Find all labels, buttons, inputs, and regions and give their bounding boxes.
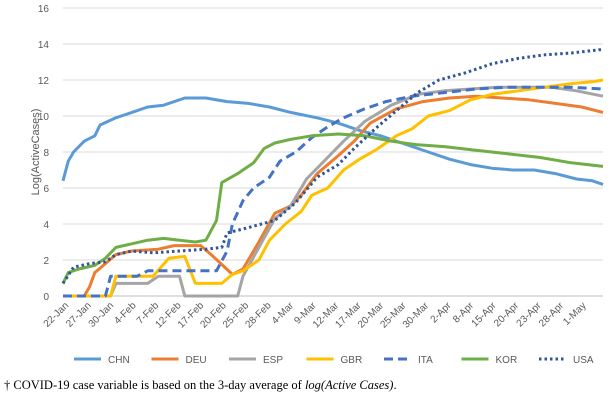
y-tick-label: 0 [43, 292, 49, 303]
series-line-kor [61, 132, 604, 285]
legend-label-gbr: GBR [341, 355, 363, 366]
series-line-gbr [63, 78, 604, 298]
x-tick-label: 28-Apr [537, 300, 566, 329]
series-line-deu [63, 94, 604, 298]
x-tick-label: 4-Mar [270, 300, 297, 327]
series-line-ita [63, 85, 604, 298]
x-axis-ticks: 22-Jan27-Jan30-Jan4-Feb7-Feb12-Feb17-Feb… [42, 300, 589, 331]
series-line-chn [61, 96, 604, 186]
x-tick-label: 30-Mar [401, 300, 432, 331]
footnote-emphasis: log(Active Cases) [304, 378, 394, 392]
footnote: † COVID-19 case variable is based on the… [4, 378, 397, 393]
legend-label-deu: DEU [186, 355, 207, 366]
x-tick-label: 30-Jan [87, 300, 116, 329]
y-tick-label: 16 [38, 4, 50, 15]
y-tick-label: 14 [38, 40, 50, 51]
x-tick-label: 4-Feb [112, 300, 139, 327]
y-tick-label: 12 [38, 76, 50, 87]
footnote-suffix: . [393, 378, 397, 392]
legend-label-ita: ITA [418, 355, 433, 366]
series-lines [61, 47, 604, 298]
y-axis-label: Log(ActiveCases) [30, 109, 42, 196]
legend-label-usa: USA [573, 355, 594, 366]
x-tick-label: 1-May [561, 300, 588, 327]
x-tick-label: 2-Apr [429, 300, 455, 326]
series-line-esp [63, 85, 604, 298]
y-tick-label: 10 [38, 112, 50, 123]
legend-label-chn: CHN [108, 355, 130, 366]
y-tick-label: 8 [43, 148, 49, 159]
y-axis-ticks: 0 2 4 6 8 10 12 14 16 [38, 4, 50, 303]
series-line-usa [61, 47, 604, 285]
y-tick-label: 2 [43, 256, 49, 267]
legend: CHN DEU ESP GBR ITA KOR USA [74, 355, 594, 366]
y-tick-label: 6 [43, 184, 49, 195]
legend-label-esp: ESP [263, 355, 283, 366]
footnote-prefix: † COVID-19 case variable is based on the… [4, 378, 305, 392]
legend-label-kor: KOR [496, 355, 518, 366]
x-tick-label: 28-Feb [243, 300, 273, 330]
y-tick-label: 4 [43, 220, 49, 231]
